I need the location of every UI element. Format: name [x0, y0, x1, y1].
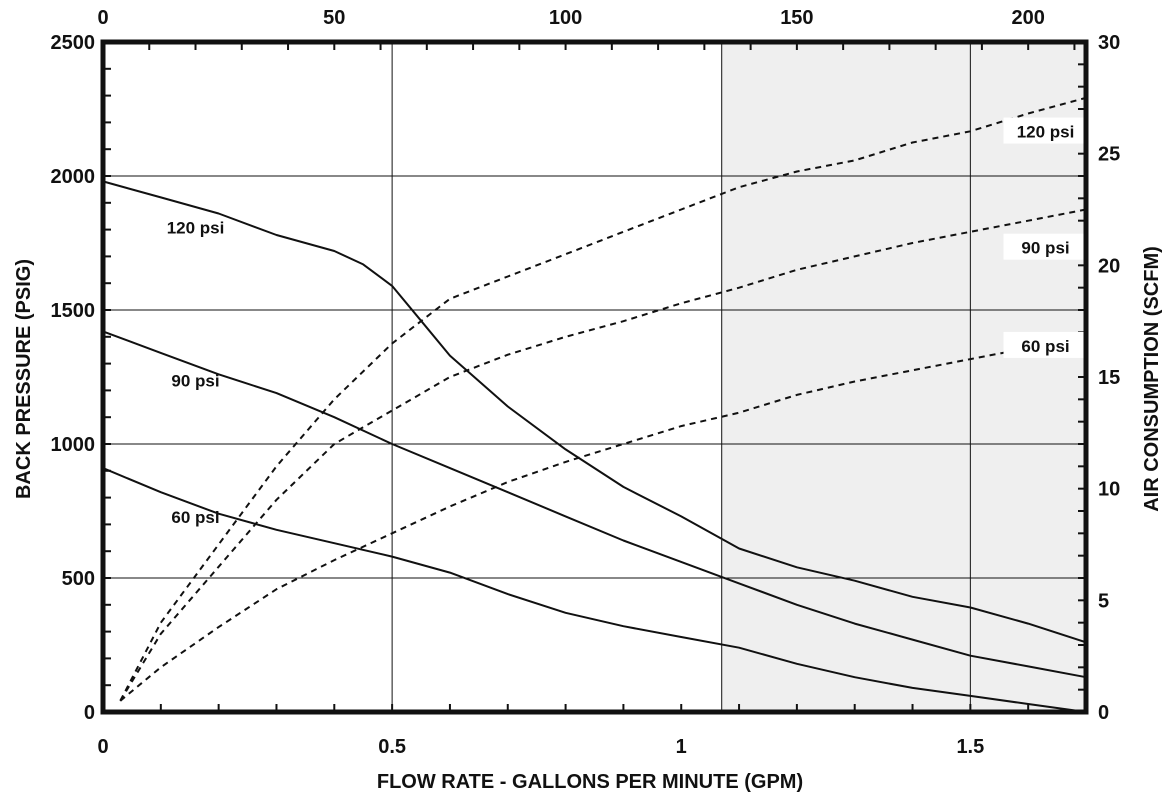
y2-tick-label: 10 — [1098, 479, 1120, 501]
air-consumption-line-60-psi — [119, 335, 1087, 702]
y-tick-label: 1500 — [51, 300, 96, 322]
tick-labels: 0 0.5 1 1.50 50 100 150 20005001000150020002500… — [51, 7, 1121, 758]
y-axis-title: BACK PRESSURE (PSIG) — [13, 259, 35, 499]
y2-tick-label: 30 — [1098, 32, 1120, 54]
x-tick-label: 1 — [676, 736, 687, 758]
series-group — [102, 96, 1087, 713]
y2-tick-label: 15 — [1098, 367, 1120, 389]
curve-labels: 120 psi 90 psi 60 psi 120 psi 90 psi 60 psi — [167, 117, 1088, 527]
curve-label: 90 psi — [171, 371, 219, 390]
x-tick-label: 0 — [97, 736, 108, 758]
x-top-tick-label: 100 — [549, 7, 582, 29]
curve-label: 60 psi — [171, 508, 219, 527]
x-top-tick-label: 0 — [97, 7, 108, 29]
y2-tick-label: 0 — [1098, 702, 1109, 724]
curve-label: 120 psi — [167, 219, 225, 238]
curve-label-bg — [1003, 233, 1088, 260]
x-tick-label: 0.5 — [378, 736, 406, 758]
curve-label: 120 psi — [1017, 123, 1075, 142]
y-tick-label: 0 — [84, 702, 95, 724]
x-axis-title: FLOW RATE - GALLONS PER MINUTE (GPM) — [377, 771, 803, 793]
curve-label: 60 psi — [1021, 337, 1069, 356]
y2-tick-label: 5 — [1098, 590, 1109, 612]
x-top-tick-label: 150 — [780, 7, 813, 29]
y-tick-label: 2000 — [51, 166, 96, 188]
plot-frame — [100, 39, 1089, 715]
y2-tick-label: 25 — [1098, 144, 1120, 166]
air-consumption-line-120-psi — [119, 96, 1087, 702]
x-tick-label: 1.5 — [956, 736, 984, 758]
back-pressure-line-90-psi — [102, 330, 1087, 679]
y2-axis-title: AIR CONSUMPTION (SCFM) — [1141, 246, 1163, 512]
y-tick-label: 500 — [62, 568, 95, 590]
back-pressure-line-120-psi — [102, 180, 1087, 644]
curve-label: 90 psi — [1021, 239, 1069, 258]
x-top-tick-label: 200 — [1011, 7, 1044, 29]
curve-label-bg — [1003, 117, 1088, 144]
grid-lines — [103, 42, 1086, 712]
y-tick-label: 2500 — [51, 32, 96, 54]
curve-label-bg — [1003, 331, 1088, 358]
y2-tick-label: 20 — [1098, 255, 1120, 277]
y-tick-label: 1000 — [51, 434, 96, 456]
x-top-tick-label: 50 — [323, 7, 345, 29]
air-consumption-line-90-psi — [119, 208, 1087, 702]
back-pressure-line-60-psi — [102, 467, 1087, 713]
